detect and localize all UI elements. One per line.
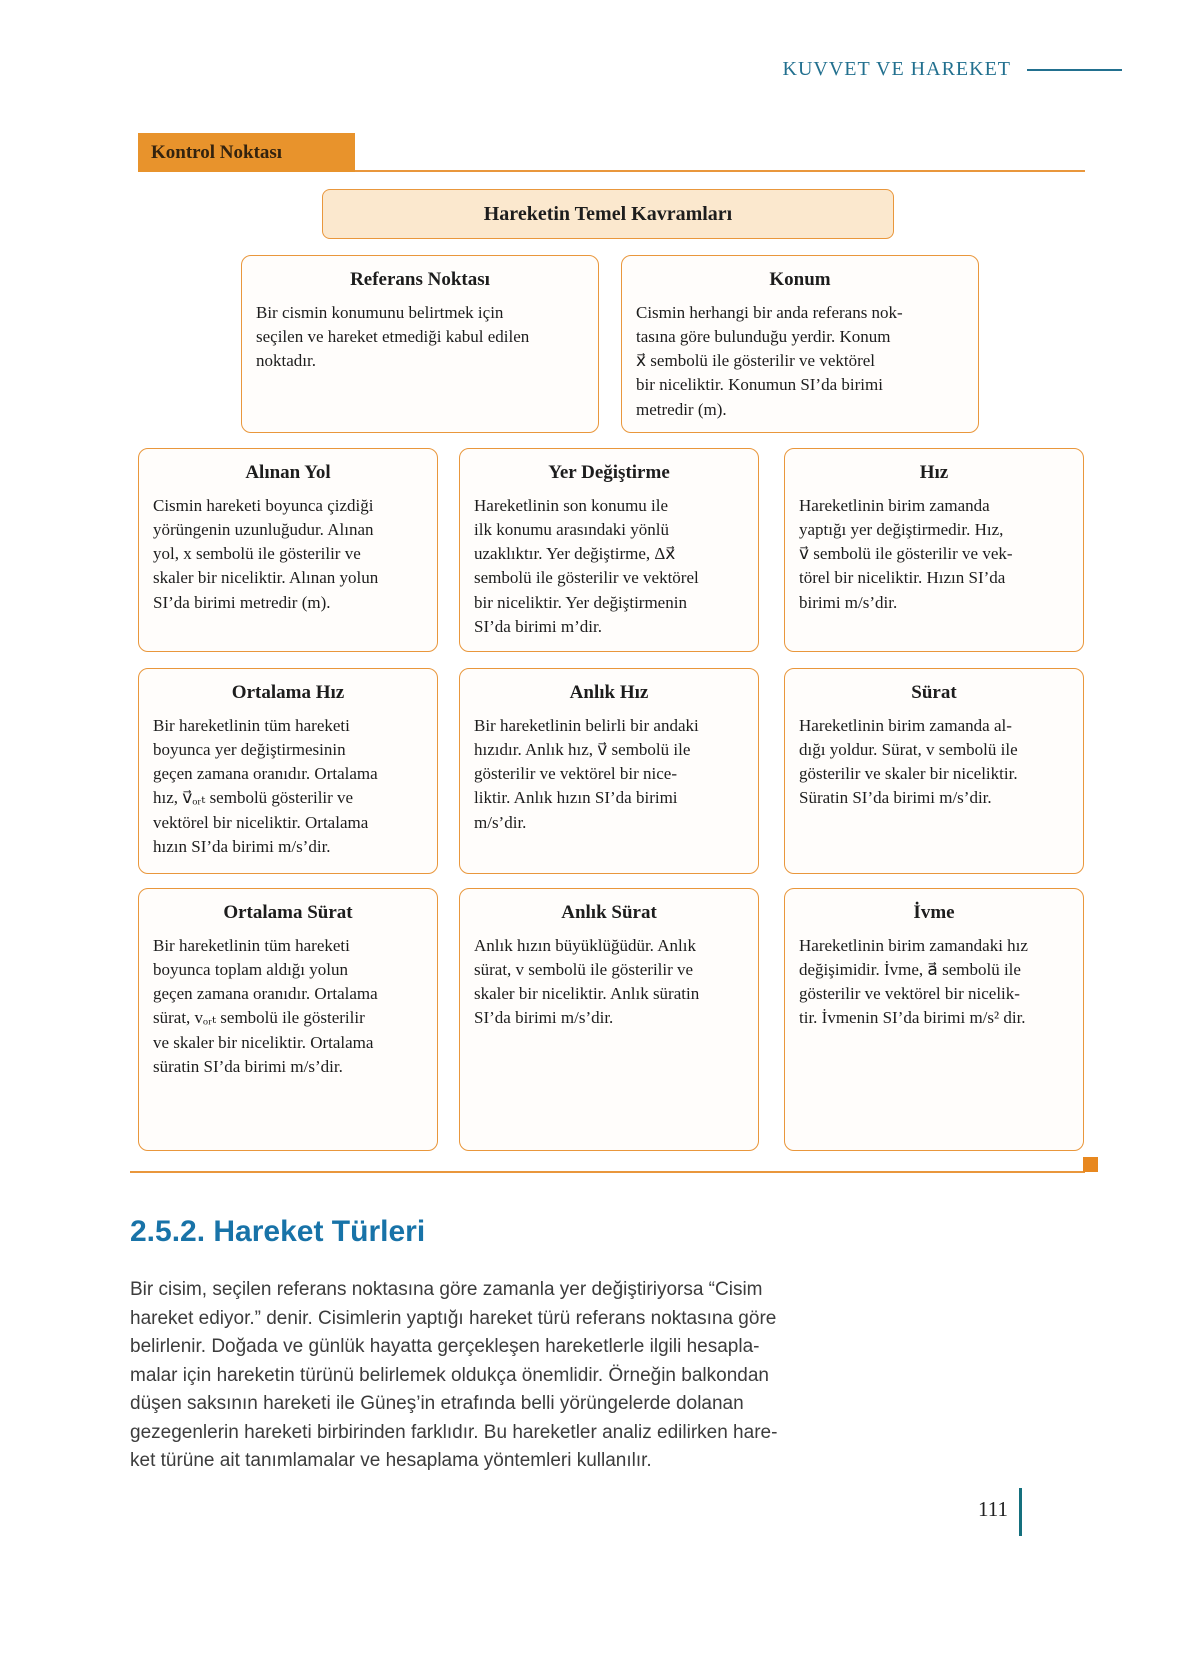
concept-box-text: Hareketlinin birim zamanda al- dığı yold… [799, 716, 1018, 808]
section-divider-square [1083, 1157, 1098, 1172]
concept-box-title: Sürat [911, 682, 957, 703]
concept-box-title: Konum [769, 269, 831, 290]
concept-box-title: İvme [913, 902, 955, 923]
concept-box-ortalama-hiz: Ortalama Hız Bir hareketlinin tüm hareke… [138, 668, 438, 874]
concept-box-konum: Konum Cismin herhangi bir anda referans … [621, 255, 979, 433]
banner-label: Kontrol Noktası [151, 141, 283, 163]
header-rule [1027, 68, 1122, 71]
concept-box-title: Referans Noktası [350, 269, 490, 290]
concept-box-text: Bir hareketlinin tüm hareketi boyunca ye… [153, 716, 378, 856]
concept-box-text: Hareketlinin birim zamandaki hız değişim… [799, 936, 1028, 1028]
page-number-bar [1019, 1488, 1022, 1536]
concept-map-title: Hareketin Temel Kavramları [322, 189, 894, 239]
concept-box-title: Anlık Hız [569, 682, 649, 703]
section-paragraph: Bir cisim, seçilen referans noktasına gö… [130, 1279, 778, 1471]
concept-box-text: Bir hareketlinin tüm hareketi boyunca to… [153, 936, 378, 1076]
concept-box-text: Cismin hareketi boyunca çizdiği yörüngen… [153, 496, 379, 612]
concept-box-text: Bir cismin konumunu belirtmek için seçil… [256, 303, 530, 371]
section-heading: 2.5.2. Hareket Türleri [130, 1215, 426, 1248]
section-divider-rule [130, 1171, 1085, 1173]
concept-box-title: Hız [919, 462, 949, 483]
page-number: 111 [978, 1497, 1008, 1521]
concept-box-text: Hareketlinin son konumu ile ilk konumu a… [474, 496, 699, 636]
concept-box-text: Hareketlinin birim zamanda yaptığı yer d… [799, 496, 1013, 612]
banner-rule [138, 170, 1085, 172]
concept-box-referans-noktasi: Referans Noktası Bir cismin konumunu bel… [241, 255, 599, 433]
concept-box-ivme: İvme Hareketlinin birim zamandaki hız de… [784, 888, 1084, 1151]
concept-box-anlik-surat: Anlık Sürat Anlık hızın büyüklüğüdür. An… [459, 888, 759, 1151]
page-header: KUVVET VE HAREKET [0, 58, 1122, 81]
concept-box-title: Ortalama Hız [231, 682, 345, 703]
concept-box-hiz: Hız Hareketlinin birim zamanda yaptığı y… [784, 448, 1084, 652]
concept-box-ortalama-surat: Ortalama Sürat Bir hareketlinin tüm hare… [138, 888, 438, 1151]
concept-box-text: Bir hareketlinin belirli bir andaki hızı… [474, 716, 699, 832]
concept-box-anlik-hiz: Anlık Hız Bir hareketlinin belirli bir a… [459, 668, 759, 874]
concept-box-alinan-yol: Alınan Yol Cismin hareketi boyunca çizdi… [138, 448, 438, 652]
concept-box-title: Anlık Sürat [561, 902, 657, 923]
kontrol-noktasi-banner: Kontrol Noktası [138, 133, 355, 172]
concept-box-text: Cismin herhangi bir anda referans nok- t… [636, 303, 903, 419]
chapter-title: KUVVET VE HAREKET [782, 58, 1011, 80]
concept-box-title: Alınan Yol [245, 462, 331, 483]
concept-box-yer-degistirme: Yer Değiştirme Hareketlinin son konumu i… [459, 448, 759, 652]
concept-box-title: Ortalama Sürat [223, 902, 353, 923]
concept-box-text: Anlık hızın büyüklüğüdür. Anlık sürat, v… [474, 936, 700, 1028]
concept-box-surat: Sürat Hareketlinin birim zamanda al- dığ… [784, 668, 1084, 874]
concept-box-title: Yer Değiştirme [548, 462, 670, 483]
